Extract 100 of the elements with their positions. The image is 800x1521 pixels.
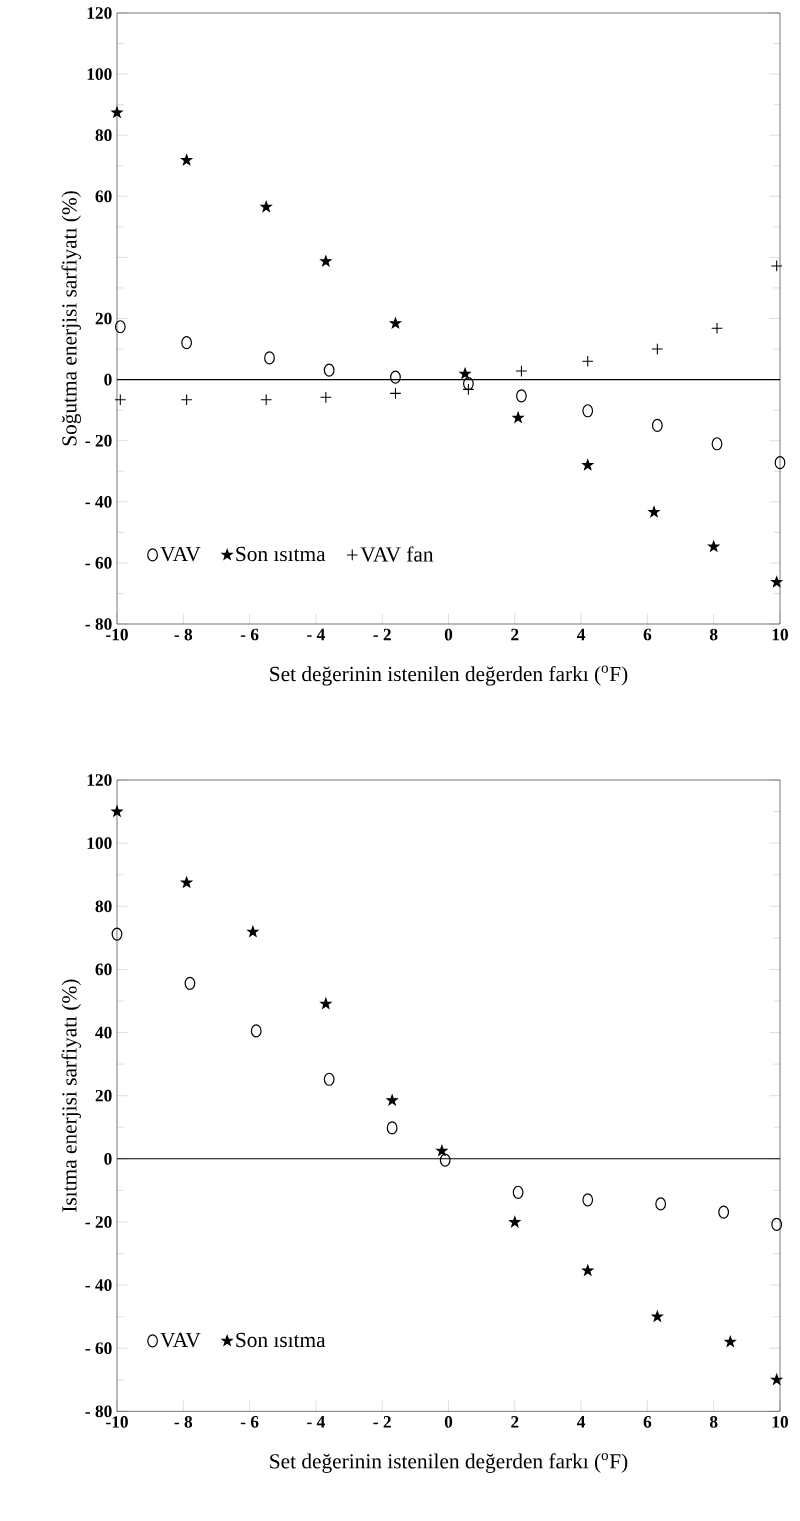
point (774, 456, 786, 470)
x-tick-label: - 2 (373, 1416, 391, 1428)
point (655, 1197, 667, 1211)
point (651, 343, 664, 355)
y-tick-label: - 60 (85, 1342, 112, 1355)
point (386, 1121, 398, 1135)
point (114, 393, 127, 406)
y-axis-title: Soğutma enerjisi sarfiyatı (%) (61, 191, 82, 446)
y-tick-label: 0 (104, 373, 112, 386)
point (582, 1193, 594, 1207)
y-tick-label: - 40 (85, 1279, 112, 1291)
point (462, 383, 475, 396)
x-tick-label: 2 (511, 628, 519, 641)
legend-label: Son ısıtma (236, 546, 326, 562)
point (111, 927, 123, 941)
point (181, 336, 193, 350)
point (770, 260, 783, 272)
x-tick-label: 6 (643, 1416, 652, 1428)
x-tick-label: - 8 (174, 1416, 193, 1428)
x-tick-label: 6 (643, 628, 652, 641)
point (724, 1336, 736, 1347)
x-tick-label: - 6 (240, 628, 259, 641)
point (581, 355, 594, 368)
point (114, 320, 126, 334)
y-tick-label: - 80 (85, 618, 112, 630)
point (323, 1072, 335, 1086)
y-tick-label: 0 (104, 1152, 112, 1165)
point (320, 255, 332, 267)
y-tick-label: - 20 (85, 434, 112, 447)
point (111, 805, 123, 817)
point (515, 365, 528, 377)
x-tick-label: 0 (444, 628, 453, 641)
x-tick-label: 2 (511, 1416, 519, 1428)
point (184, 976, 196, 990)
point (111, 106, 123, 118)
y-tick-label: 40 (95, 1026, 112, 1039)
point (509, 1216, 521, 1228)
point (247, 925, 259, 937)
point (648, 506, 660, 518)
x-tick-label: - 6 (240, 1416, 259, 1428)
x-tick-label: 10 (772, 628, 789, 641)
point (181, 876, 193, 888)
x-tick-label: 4 (577, 628, 586, 641)
x-tick-label: - 4 (307, 1416, 325, 1428)
point (389, 317, 402, 329)
point (390, 370, 401, 384)
point (436, 1145, 448, 1156)
y-axis-title: Isıtma enerjisi sarfiyatı (%) (61, 979, 82, 1212)
point (651, 418, 663, 433)
y-tick-label: 100 (87, 837, 112, 849)
y-tick-label: 60 (95, 190, 112, 203)
y-tick-label: 80 (95, 129, 112, 142)
point (582, 404, 594, 418)
x-tick-label: - 4 (307, 628, 325, 641)
point (582, 459, 594, 470)
x-tick-label: 10 (772, 1416, 789, 1428)
point (512, 411, 524, 423)
point (323, 363, 335, 377)
y-tick-label: - 20 (85, 1216, 112, 1228)
x-tick-label: - 8 (174, 628, 193, 641)
point (180, 393, 193, 406)
x-tick-label: -10 (106, 628, 128, 641)
point (711, 322, 723, 335)
x-tick-label: -10 (106, 1416, 128, 1428)
x-tick-label: 8 (709, 628, 718, 641)
point (319, 391, 332, 404)
x-tick-label: - 2 (373, 628, 391, 641)
y-tick-label: 20 (95, 312, 112, 325)
point (264, 351, 275, 365)
point (181, 154, 193, 166)
point (516, 389, 527, 403)
y-tick-label: - 60 (85, 557, 112, 569)
legend-label: VAV fan (360, 546, 434, 562)
point (389, 387, 402, 400)
point (260, 393, 273, 406)
point (462, 376, 474, 391)
y-tick-label: - 80 (85, 1405, 112, 1418)
point (711, 437, 723, 451)
y-tick-label: 120 (87, 7, 112, 19)
y-tick-label: 100 (87, 68, 112, 80)
point (512, 1185, 524, 1199)
x-axis-title: Set değerinin istenilen değerden farkı ($^{o}$F) (270, 1452, 628, 1473)
x-axis-title: Set değerinin istenilen değerden farkı ($^{o}$F) (270, 665, 628, 686)
point (439, 1153, 451, 1167)
legend-label: Son ısıtma (236, 1332, 326, 1348)
point (260, 201, 272, 212)
y-tick-label: 60 (95, 963, 112, 976)
y-tick-label: - 40 (85, 495, 112, 508)
y-tick-label: 20 (95, 1089, 112, 1102)
point (771, 1217, 783, 1232)
point (386, 1094, 398, 1106)
legend-label: VAV (160, 1332, 201, 1348)
point (582, 1264, 594, 1276)
x-tick-label: 8 (709, 1416, 718, 1428)
x-tick-label: 0 (444, 1416, 453, 1428)
point (771, 1373, 783, 1385)
legend-label: VAV (160, 546, 201, 562)
point (320, 997, 332, 1009)
y-tick-label: 120 (87, 774, 112, 786)
point (771, 576, 783, 588)
